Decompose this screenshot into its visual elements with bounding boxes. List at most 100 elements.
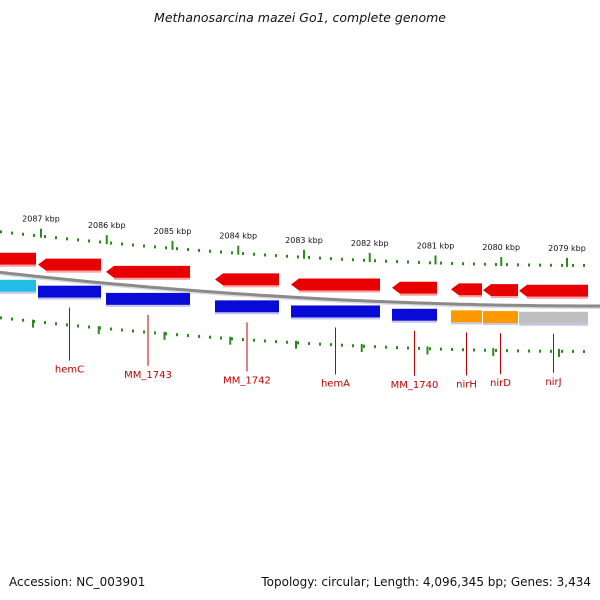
tick-dot-inner <box>561 349 563 353</box>
tick-dot <box>143 244 145 248</box>
tick-dot-inner <box>517 349 519 353</box>
gene-band <box>519 311 588 324</box>
tick-dot-inner <box>319 342 321 346</box>
tick-dot-inner <box>22 318 24 322</box>
tick-dot <box>154 245 156 249</box>
gene-band <box>0 279 36 292</box>
tick-dot <box>473 262 475 266</box>
tick-dot <box>319 256 321 260</box>
tick-dot <box>330 257 332 261</box>
gene-arrow <box>392 281 437 294</box>
accession-text: Accession: NC_003901 <box>9 575 146 589</box>
gene-arrow-shadow <box>527 296 588 299</box>
inner-major-tick <box>426 346 429 355</box>
tick-dot <box>0 230 2 234</box>
gene-label: MM_1742 <box>223 375 271 386</box>
tick-label: 2079 kbp <box>548 244 586 253</box>
tick-dot <box>506 263 508 267</box>
gene-band-shadow <box>392 320 437 323</box>
gene-band <box>106 292 190 305</box>
gene-arrow-shadow <box>491 296 518 299</box>
inner-major-tick <box>32 319 34 328</box>
tick-dot-inner <box>286 340 288 344</box>
tick-dot-inner <box>154 331 156 335</box>
tick-label: 2084 kbp <box>219 232 257 241</box>
gene-label: MM_1740 <box>391 380 439 391</box>
gene-label: hemA <box>321 378 350 389</box>
tick-label: 2087 kbp <box>22 215 60 224</box>
gene-arrow <box>38 258 101 271</box>
tick-label: 2081 kbp <box>417 241 455 250</box>
tick-dot <box>99 240 101 244</box>
tick-dot-inner <box>121 328 123 332</box>
tick-dot <box>451 261 453 265</box>
tick-dot-inner <box>374 345 376 349</box>
tick-dot-inner <box>198 334 200 338</box>
tick-dot-inner <box>418 346 420 350</box>
tick-dot <box>396 260 398 264</box>
gene-band-shadow <box>483 323 518 326</box>
inner-major-tick <box>558 348 560 357</box>
tick-dot-inner <box>99 326 101 330</box>
tick-dot-inner <box>473 348 475 352</box>
tick-dot-inner <box>352 344 354 348</box>
inner-major-tick <box>295 340 297 349</box>
tick-dot-inner <box>143 330 145 334</box>
gene-label: nirD <box>490 378 511 389</box>
gene-label: nirJ <box>545 377 561 388</box>
tick-dot-inner <box>242 338 244 342</box>
gene-band-shadow <box>291 317 380 320</box>
gene-band-shadow <box>451 322 482 325</box>
tick-dot <box>550 263 552 267</box>
inner-major-tick <box>229 336 232 345</box>
tick-dot <box>517 263 519 267</box>
tick-dot-inner <box>396 346 398 350</box>
tick-dot <box>198 248 200 252</box>
tick-dot <box>33 233 35 237</box>
gene-arrow-shadow <box>223 285 279 288</box>
tick-dot-inner <box>11 317 13 321</box>
major-tick <box>303 249 305 259</box>
gene-band <box>38 285 101 298</box>
major-tick <box>105 235 108 245</box>
tick-dot <box>440 261 442 265</box>
tick-dot-inner <box>0 316 2 320</box>
inner-major-tick <box>97 326 100 335</box>
tick-dot-inner <box>407 346 409 350</box>
tick-dot-inner <box>88 325 90 329</box>
tick-dot <box>352 258 354 262</box>
tick-dot-inner <box>253 338 255 342</box>
major-tick <box>434 255 437 265</box>
major-tick <box>237 245 240 255</box>
gene-arrow <box>106 265 190 278</box>
tick-dot-inner <box>341 343 343 347</box>
tick-dot <box>385 259 387 263</box>
genome-backbone <box>0 270 600 308</box>
tick-dot <box>132 243 134 247</box>
tick-dot-inner <box>132 329 134 333</box>
gene-band <box>451 310 482 323</box>
tick-dot <box>66 237 68 241</box>
gene-band-shadow <box>0 291 36 294</box>
tick-dot-inner <box>462 348 464 352</box>
gene-arrow-shadow <box>299 290 380 293</box>
tick-dot <box>242 252 244 256</box>
tick-dot <box>264 253 266 257</box>
tick-dot <box>11 231 13 235</box>
tick-dot <box>374 259 376 263</box>
gene-arrow <box>291 278 380 291</box>
tick-dot-inner <box>77 324 79 328</box>
tick-dot <box>187 248 189 252</box>
gene-arrow-shadow <box>400 293 437 296</box>
tick-dot-inner <box>363 344 365 348</box>
tick-dot <box>286 254 288 258</box>
gene-band-shadow <box>215 312 279 315</box>
gene-arrow-shadow <box>114 277 190 280</box>
gene-band-shadow <box>106 304 190 307</box>
tick-dot <box>363 258 365 262</box>
tick-dot <box>528 263 530 267</box>
gene-band-shadow <box>519 323 588 326</box>
tick-dot-inner <box>583 349 585 353</box>
tick-dot-inner <box>484 348 486 352</box>
